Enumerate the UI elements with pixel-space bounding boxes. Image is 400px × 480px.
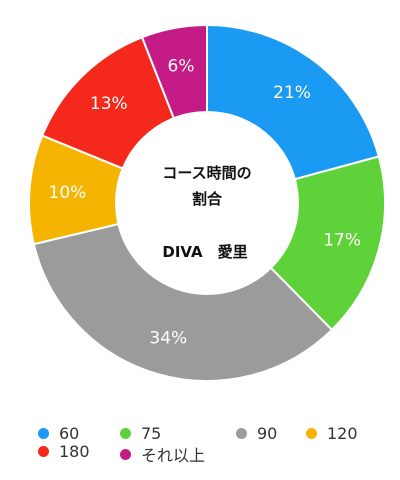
- slice-label-75: 17%: [323, 231, 361, 251]
- center-title-line-1: コース時間の: [162, 164, 251, 182]
- slice-label-90: 34%: [149, 329, 187, 349]
- slice-label-60: 21%: [273, 83, 311, 103]
- donut-hole: [115, 111, 299, 295]
- center-subtitle: DIVA 愛里: [162, 243, 247, 261]
- center-title-line-2: 割合: [192, 190, 223, 208]
- slice-label-それ以上: 6%: [168, 56, 195, 76]
- slice-label-180: 13%: [90, 94, 128, 114]
- slice-90: [32, 201, 334, 382]
- slice-label-120: 10%: [49, 183, 87, 203]
- slice-labels: 21% 17% 34% 10% 13% 6%: [49, 56, 362, 348]
